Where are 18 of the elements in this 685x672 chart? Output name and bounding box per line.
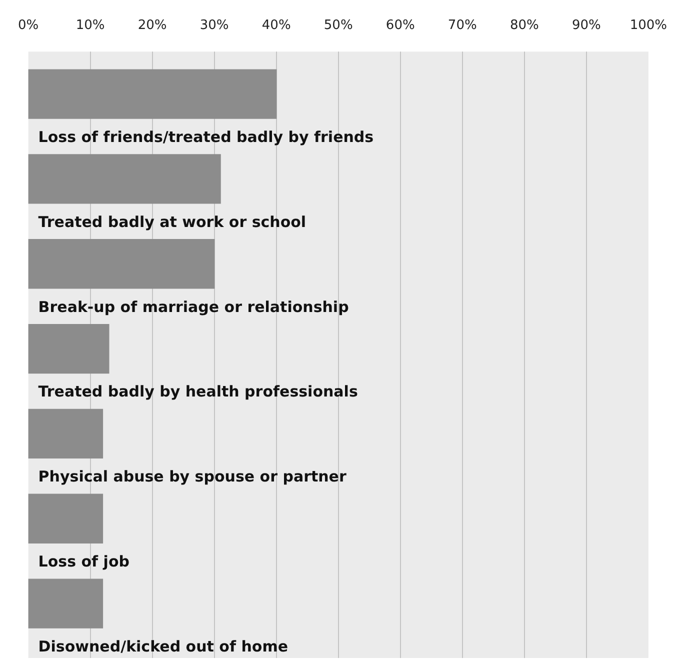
x-tick-label: 40% — [262, 18, 291, 34]
x-tick-label: 20% — [138, 18, 167, 34]
y-tick-label: Break-up of marriage or relationship — [38, 298, 350, 316]
x-tick-label: 70% — [448, 18, 477, 34]
x-tick-label: 90% — [572, 18, 601, 34]
x-tick-label: 10% — [76, 18, 105, 34]
y-tick-label: Treated badly by health professionals — [38, 382, 358, 401]
y-tick-label: Treated badly at work or school — [38, 212, 306, 231]
y-tick-label: Physical abuse by spouse or partner — [38, 468, 347, 486]
y-tick-label: Loss of job — [38, 552, 130, 571]
x-tick-label: 60% — [386, 18, 415, 34]
x-tick-label: 50% — [324, 18, 353, 34]
x-tick-label: 100% — [630, 18, 668, 34]
x-tick-label: 0% — [18, 18, 39, 34]
x-tick-label: 80% — [510, 18, 539, 34]
y-tick-label: Disowned/kicked out of home — [38, 637, 288, 656]
y-tick-label: Loss of friends/treated badly by friends — [38, 128, 374, 146]
x-tick-label: 30% — [200, 18, 229, 34]
